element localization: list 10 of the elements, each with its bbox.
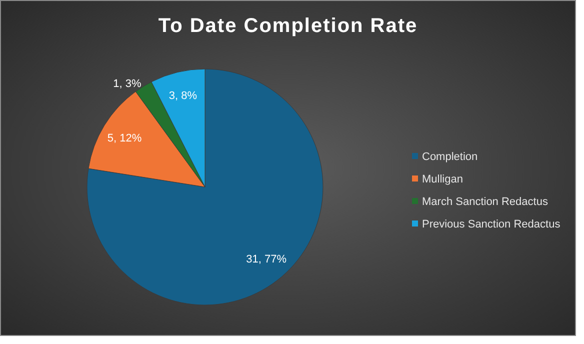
pie-slice — [86, 68, 324, 306]
data-label: 5, 12% — [107, 132, 142, 145]
data-label: 31, 77% — [246, 254, 287, 266]
legend-label: Mulligan — [422, 173, 463, 186]
slice-label: Completion — [422, 150, 478, 163]
data-label: 3, 8% — [168, 90, 198, 102]
legend-label: Previous Sanction Redactus — [422, 218, 561, 230]
chart-title: To Date Completion Rate — [158, 15, 418, 37]
legend-label: March Sanction Redactus — [422, 196, 548, 208]
data-label: 1, 3% — [113, 78, 142, 90]
